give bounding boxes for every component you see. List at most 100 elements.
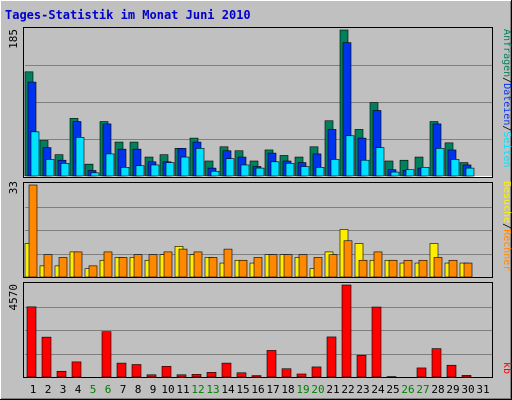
kb-bar	[221, 362, 232, 378]
kb-bar	[101, 331, 112, 378]
x-tick-label: 26	[401, 383, 414, 396]
x-tick-label: 7	[120, 383, 127, 396]
seiten-bar	[360, 159, 370, 177]
rechner-bar	[58, 257, 68, 278]
legend-visits: Besuche/Rechner	[501, 181, 512, 271]
kb-bar	[251, 375, 262, 378]
kb-bar	[341, 284, 352, 378]
seiten-bar	[135, 165, 145, 177]
rechner-bar	[193, 251, 203, 278]
rechner-bar	[298, 254, 308, 278]
x-tick-label: 16	[251, 383, 264, 396]
rechner-bar	[448, 259, 458, 278]
rechner-bar	[358, 259, 368, 278]
x-tick-label: 17	[266, 383, 279, 396]
kb-bar	[431, 348, 442, 378]
x-tick-label: 13	[206, 383, 219, 396]
rechner-bar	[238, 259, 248, 278]
seiten-bar	[450, 159, 460, 177]
seiten-bar	[165, 162, 175, 177]
legend-entry: Seiten	[501, 131, 512, 167]
rechner-bar	[388, 259, 398, 278]
x-tick-label: 28	[431, 383, 444, 396]
kb-bar	[266, 350, 277, 378]
seiten-bar	[285, 163, 295, 177]
kb-bar	[71, 361, 82, 378]
x-tick-label: 30	[461, 383, 474, 396]
seiten-bar	[150, 164, 160, 177]
kb-bar	[326, 336, 337, 378]
seiten-bar	[180, 156, 190, 177]
rechner-bar	[253, 257, 263, 278]
rechner-bar	[88, 265, 98, 278]
x-tick-label: 20	[311, 383, 324, 396]
rechner-bar	[328, 254, 338, 278]
rechner-bar	[223, 248, 233, 278]
x-tick-label: 18	[281, 383, 294, 396]
x-tick-label: 1	[30, 383, 37, 396]
top-max-label: 185	[7, 29, 20, 49]
seiten-bar	[240, 164, 250, 177]
x-tick-label: 12	[191, 383, 204, 396]
rechner-bar	[118, 257, 128, 278]
rechner-bar	[283, 254, 293, 278]
seiten-bar	[120, 167, 130, 177]
kb-bar	[311, 366, 322, 378]
kb-bar	[131, 364, 142, 378]
legend-entry: Dateien	[501, 83, 512, 125]
x-tick-label: 31	[476, 383, 489, 396]
legend-entry: kb	[501, 362, 512, 374]
seiten-bar	[270, 161, 280, 177]
seiten-bar	[375, 147, 385, 177]
kb-bar	[206, 372, 217, 378]
x-tick-label: 27	[416, 383, 429, 396]
seiten-bar	[90, 172, 100, 177]
x-tick-label: 19	[296, 383, 309, 396]
seiten-bar	[30, 131, 40, 177]
x-tick-label: 4	[75, 383, 82, 396]
rechner-bar	[433, 257, 443, 278]
kb-bar	[41, 336, 52, 378]
kb-bar	[176, 374, 187, 378]
legend-entry: Anfragen	[501, 29, 512, 77]
rechner-bar	[73, 251, 83, 278]
legend-entry: /	[501, 125, 512, 131]
middle-max-label: 33	[7, 181, 20, 194]
x-tick-label: 9	[150, 383, 157, 396]
seiten-bar	[105, 153, 115, 177]
kb-bar	[281, 368, 292, 378]
rechner-bar	[268, 254, 278, 278]
rechner-bar	[103, 251, 113, 278]
kb-bar	[236, 372, 247, 378]
kb-bar	[56, 370, 67, 378]
rechner-bar	[28, 184, 38, 278]
rechner-bar	[343, 240, 353, 278]
kb-bar	[461, 375, 472, 378]
x-tick-label: 6	[105, 383, 112, 396]
rechner-bar	[133, 254, 143, 278]
seiten-bar	[225, 158, 235, 177]
seiten-bar	[420, 167, 430, 177]
x-tick-label: 24	[371, 383, 385, 396]
rechner-bar	[418, 259, 428, 278]
kb-bar	[116, 362, 127, 378]
seiten-bar	[255, 167, 265, 177]
seiten-bar	[345, 135, 355, 177]
rechner-bar	[43, 254, 53, 278]
legend-entry: /	[501, 223, 512, 229]
x-tick-label: 2	[45, 383, 52, 396]
kb-bar	[371, 306, 382, 378]
seiten-bar	[465, 167, 475, 177]
x-tick-label: 23	[356, 383, 369, 396]
rechner-bar	[208, 257, 218, 278]
bottom-max-label: 4570	[7, 284, 20, 311]
legend-kb: kb	[501, 362, 512, 374]
x-axis-labels: 1 2 3 4 5 6 7 8 9 10 11 12 13 14 15 16 17 18 19 20 21 22 23 24 2…	[30, 383, 490, 396]
legend-requests: Anfragen/Dateien/Seiten	[501, 29, 512, 168]
x-tick-label: 29	[446, 383, 459, 396]
kb-bar	[356, 354, 367, 378]
bars	[24, 29, 475, 378]
x-tick-label: 15	[236, 383, 249, 396]
seiten-bar	[60, 163, 70, 177]
